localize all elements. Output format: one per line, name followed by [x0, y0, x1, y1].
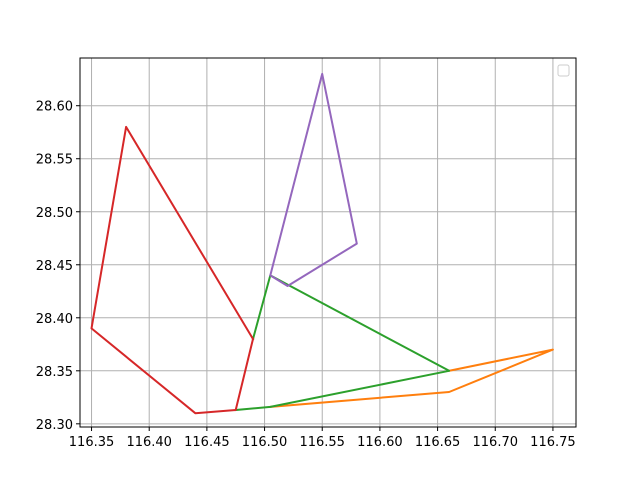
y-tick-label: 28.35 — [36, 365, 73, 380]
x-tick-label: 116.35 — [69, 435, 115, 450]
series-line-3 — [90, 125, 255, 415]
legend-box — [557, 64, 570, 77]
y-tick-label: 28.40 — [36, 312, 73, 327]
y-tick-label: 28.55 — [36, 153, 73, 168]
series-group — [90, 72, 554, 415]
x-tick-label: 116.40 — [126, 435, 172, 450]
x-tick-label: 116.60 — [357, 435, 403, 450]
series-line-2 — [234, 274, 451, 412]
x-tick-label: 116.75 — [530, 435, 576, 450]
series-line-4 — [268, 72, 358, 287]
axes-frame — [79, 57, 577, 428]
y-tick-label: 28.30 — [36, 418, 73, 433]
grid — [80, 58, 576, 427]
x-tick-label: 116.50 — [242, 435, 288, 450]
plot-area-background — [80, 58, 576, 427]
x-tick-label: 116.45 — [184, 435, 230, 450]
series-line-1 — [269, 348, 554, 408]
y-tick-label: 28.45 — [36, 259, 73, 274]
x-tick-label: 116.65 — [415, 435, 461, 450]
y-tick-label: 28.50 — [36, 206, 73, 221]
legend — [557, 64, 570, 77]
ticks: 116.35 116.40 116.45 116.50 116.55 116.60 116.… — [36, 100, 576, 450]
y-tick-label: 28.60 — [36, 100, 73, 115]
x-tick-label: 116.55 — [299, 435, 345, 450]
x-tick-label: 116.70 — [473, 435, 519, 450]
